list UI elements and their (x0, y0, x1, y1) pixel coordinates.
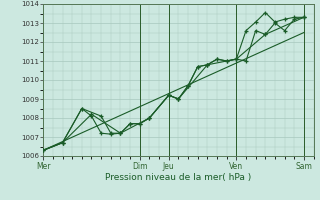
X-axis label: Pression niveau de la mer( hPa ): Pression niveau de la mer( hPa ) (105, 173, 252, 182)
